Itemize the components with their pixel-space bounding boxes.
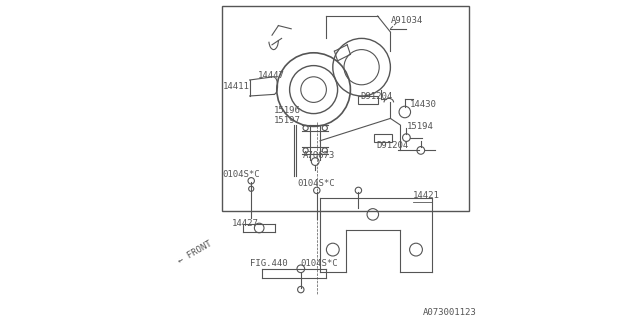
Text: 0104S*C: 0104S*C [223, 170, 260, 179]
Bar [358, 96, 378, 104]
Text: 14447: 14447 [258, 71, 284, 80]
Text: 14430: 14430 [410, 100, 436, 108]
Text: 0104S*C: 0104S*C [298, 180, 335, 188]
Text: A70673: A70673 [302, 151, 335, 160]
Text: FIG.440: FIG.440 [250, 260, 287, 268]
Bar [374, 134, 392, 142]
Text: 15197: 15197 [274, 116, 300, 124]
Text: 0104S*C: 0104S*C [301, 260, 339, 268]
Text: ← FRONT: ← FRONT [177, 239, 214, 266]
Text: A073001123: A073001123 [423, 308, 477, 317]
Text: A91034: A91034 [390, 16, 422, 25]
Text: D91204: D91204 [376, 141, 408, 150]
Text: 14411: 14411 [223, 82, 250, 91]
Text: 15194: 15194 [406, 122, 433, 131]
Text: 14427: 14427 [232, 220, 259, 228]
Bar [223, 6, 468, 211]
Text: D91204: D91204 [360, 92, 392, 100]
Text: 14421: 14421 [413, 191, 440, 200]
Text: 15196: 15196 [274, 106, 300, 115]
